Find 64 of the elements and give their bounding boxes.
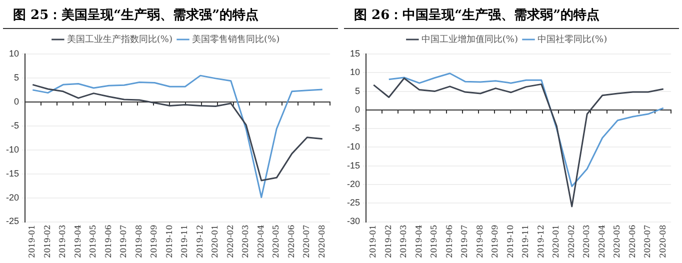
x-tick-label: 2020-05 <box>272 224 281 258</box>
chart-title: 图 25：美国呈现“生产弱、需求强”的特点 <box>3 0 338 29</box>
x-tick-label: 2019-10 <box>164 224 174 258</box>
x-tick-label: 2020-06 <box>628 224 637 258</box>
x-tick-label: 2020-07 <box>643 224 652 258</box>
y-tick-label: 0 <box>354 104 360 114</box>
x-tick-label: 2020-08 <box>317 224 326 258</box>
chart-title: 图 26：中国呈现“生产强、需求弱”的特点 <box>344 0 679 29</box>
x-tick-label: 2019-04 <box>73 224 82 258</box>
x-tick-label: 2019-01 <box>28 224 37 258</box>
y-tick-label: 10 <box>350 67 360 78</box>
x-tick-label: 2019-09 <box>150 224 159 258</box>
y-tick-label: -5 <box>352 123 360 134</box>
x-tick-label: 2020-04 <box>256 224 266 258</box>
y-tick-label: -25 <box>6 216 20 226</box>
y-tick-label: -20 <box>346 178 360 189</box>
x-tick-label: 2019-12 <box>195 224 204 258</box>
y-tick-label: 10 <box>8 48 20 58</box>
x-tick-label: 2019-05 <box>88 224 98 258</box>
y-tick-label: 15 <box>350 48 360 58</box>
legend-label: 中国社零同比(%) <box>538 34 608 45</box>
legend-label: 美国工业生产指数同比(%) <box>66 34 173 45</box>
x-tick-label: 2020-03 <box>582 224 592 258</box>
x-tick-label: 2019-03 <box>399 224 408 258</box>
y-tick-label: -25 <box>346 198 360 208</box>
x-tick-label: 2020-02 <box>566 224 576 258</box>
x-tick-label: 2019-10 <box>506 224 515 258</box>
y-tick-label: 5 <box>354 86 360 96</box>
x-tick-label: 2019-03 <box>58 224 68 258</box>
y-tick-label: -15 <box>346 160 360 170</box>
x-tick-label: 2019-11 <box>180 224 190 258</box>
y-tick-label: -30 <box>346 216 360 226</box>
y-tick-label: -20 <box>6 192 20 202</box>
x-tick-label: 2020-08 <box>658 224 668 258</box>
x-tick-label: 2020-05 <box>612 224 622 258</box>
x-tick-label: 2019-11 <box>521 224 530 258</box>
x-tick-label: 2019-08 <box>475 224 484 258</box>
x-tick-label: 2020-01 <box>552 224 561 258</box>
x-tick-label: 2020-04 <box>597 224 606 258</box>
x-tick-label: 2020-07 <box>302 224 312 258</box>
x-tick-label: 2019-01 <box>368 224 378 258</box>
x-tick-label: 2019-07 <box>460 224 470 258</box>
x-tick-label: 2019-07 <box>119 224 128 258</box>
y-tick-label: 0 <box>14 96 20 106</box>
x-tick-label: 2019-04 <box>414 224 424 258</box>
y-tick-label: -10 <box>6 144 20 154</box>
x-tick-label: 2019-08 <box>134 224 144 258</box>
x-tick-label: 2019-02 <box>384 224 393 258</box>
x-tick-label: 2019-06 <box>104 224 113 258</box>
x-tick-label: 2020-06 <box>286 224 296 258</box>
y-tick-label: 5 <box>14 72 20 82</box>
y-tick-label: -5 <box>10 120 20 130</box>
x-tick-label: 2019-06 <box>444 224 454 258</box>
x-tick-label: 2019-05 <box>430 224 439 258</box>
x-tick-label: 2020-02 <box>226 224 235 258</box>
x-tick-label: 2019-09 <box>490 224 500 258</box>
x-tick-label: 2020-03 <box>241 224 250 258</box>
legend-label: 美国零售销售同比(%) <box>192 34 280 45</box>
x-tick-label: 2019-12 <box>536 224 546 258</box>
x-tick-label: 2020-01 <box>210 224 220 258</box>
legend-label: 中国工业增加值同比(%) <box>421 34 518 45</box>
y-tick-label: -10 <box>346 142 360 152</box>
x-tick-label: 2019-02 <box>42 224 52 258</box>
y-tick-label: -15 <box>6 168 20 178</box>
